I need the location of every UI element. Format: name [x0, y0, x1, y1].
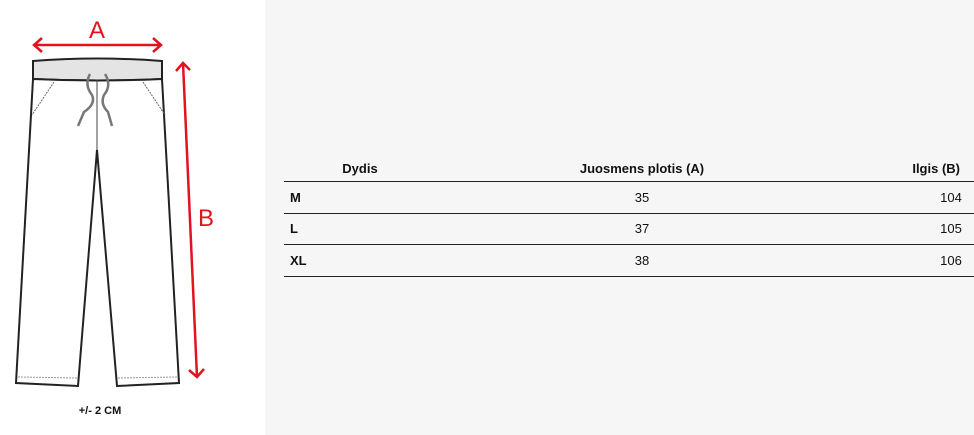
arrow-a [32, 37, 163, 53]
drawstring-right [101, 73, 114, 127]
label-a: A [89, 17, 105, 44]
table-header-row: Dydis Juosmens plotis (A) Ilgis (B) [284, 156, 974, 182]
table-row: M 35 104 [284, 181, 974, 214]
pants-illustration: A B [14, 17, 214, 388]
label-b: B [198, 205, 214, 232]
drawstring-left [76, 73, 95, 127]
tolerance-note: +/- 2 CM [78, 405, 122, 417]
waistband [32, 57, 163, 82]
pants-diagram: A B +/- 2 CM [0, 0, 265, 435]
table-row: L 37 105 [284, 213, 974, 245]
cell-size: XL [284, 244, 436, 277]
cell-length: 105 [848, 213, 974, 245]
cell-waist: 35 [436, 181, 848, 214]
header-size: Dydis [284, 156, 436, 182]
header-length: Ilgis (B) [848, 156, 974, 182]
arrow-b [175, 61, 205, 379]
cell-size: M [284, 181, 436, 214]
size-table: Dydis Juosmens plotis (A) Ilgis (B) M 35… [284, 156, 974, 277]
pants-outline [14, 77, 181, 388]
cell-size: L [284, 213, 436, 245]
table-row: XL 38 106 [284, 244, 974, 277]
cell-waist: 37 [436, 213, 848, 245]
cell-length: 104 [848, 181, 974, 214]
cell-waist: 38 [436, 244, 848, 277]
header-waist-width: Juosmens plotis (A) [436, 156, 848, 182]
cell-length: 106 [848, 244, 974, 277]
